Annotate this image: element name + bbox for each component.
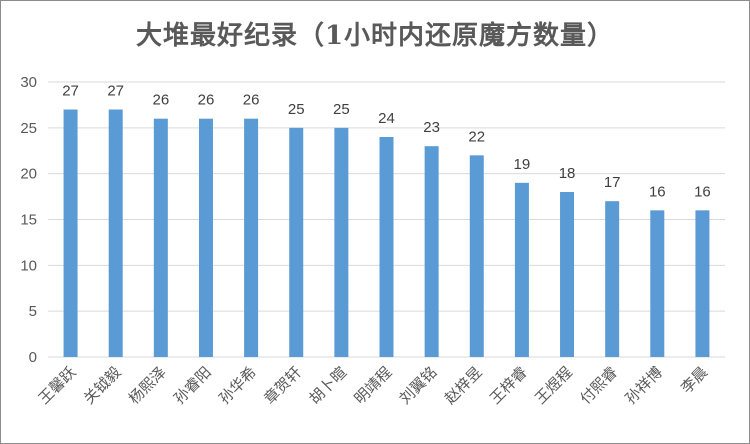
x-tick-label: 孙华希: [215, 363, 260, 408]
data-label: 18: [559, 165, 576, 182]
y-tick-label: 0: [29, 349, 37, 366]
x-tick-label: 胡卜暄: [306, 363, 351, 408]
x-tick-label: 杨熙泽: [125, 363, 170, 408]
data-label: 16: [649, 183, 666, 200]
x-tick-label: 孙祥博: [622, 363, 667, 408]
data-label: 16: [694, 183, 711, 200]
data-label: 26: [243, 92, 260, 109]
bar: [198, 118, 213, 358]
bar: [424, 146, 439, 357]
x-tick-label: 孙睿阳: [170, 363, 215, 408]
bar: [514, 182, 529, 357]
bar: [334, 127, 349, 357]
x-tick-label: 付熙睿: [576, 363, 621, 408]
y-tick-label: 10: [20, 257, 37, 274]
data-label: 27: [107, 83, 124, 100]
x-tick-label: 刘翼铭: [396, 363, 441, 408]
y-tick-label: 20: [20, 166, 37, 183]
data-label: 24: [378, 110, 395, 127]
bar: [63, 109, 78, 357]
data-label: 23: [423, 119, 440, 136]
data-label: 17: [604, 174, 621, 191]
x-tick-label: 王煜程: [531, 363, 576, 408]
bar: [289, 127, 304, 357]
y-tick-label: 15: [20, 212, 37, 229]
x-tick-label: 明靖程: [351, 363, 396, 408]
y-tick-label: 30: [20, 74, 37, 91]
x-tick-label: 赵梓昱: [441, 363, 486, 408]
x-tick-label: 李晨: [677, 363, 711, 397]
x-tick-label: 王梓睿: [486, 363, 531, 408]
y-tick-label: 25: [20, 120, 37, 137]
bar: [650, 210, 665, 357]
data-label: 22: [468, 128, 485, 145]
data-label: 19: [514, 156, 531, 173]
data-label: 25: [288, 101, 305, 118]
chart-title: 大堆最好纪录（1小时内还原魔方数量）: [135, 21, 615, 51]
x-tick-label: 章贺轩: [261, 363, 306, 408]
bar: [244, 118, 259, 358]
bar: [108, 109, 123, 357]
data-label: 27: [62, 83, 79, 100]
x-tick-label: 关钺毅: [80, 363, 125, 408]
data-label: 26: [152, 92, 169, 109]
data-label: 26: [198, 92, 215, 109]
bar: [560, 192, 575, 357]
data-label: 25: [333, 101, 350, 118]
bar: [469, 155, 484, 357]
bar: [695, 210, 710, 357]
bar: [153, 118, 168, 358]
x-tick-label: 王馨跃: [35, 363, 80, 408]
y-tick-label: 5: [29, 303, 37, 320]
bar: [605, 201, 620, 357]
bar: [379, 137, 394, 357]
